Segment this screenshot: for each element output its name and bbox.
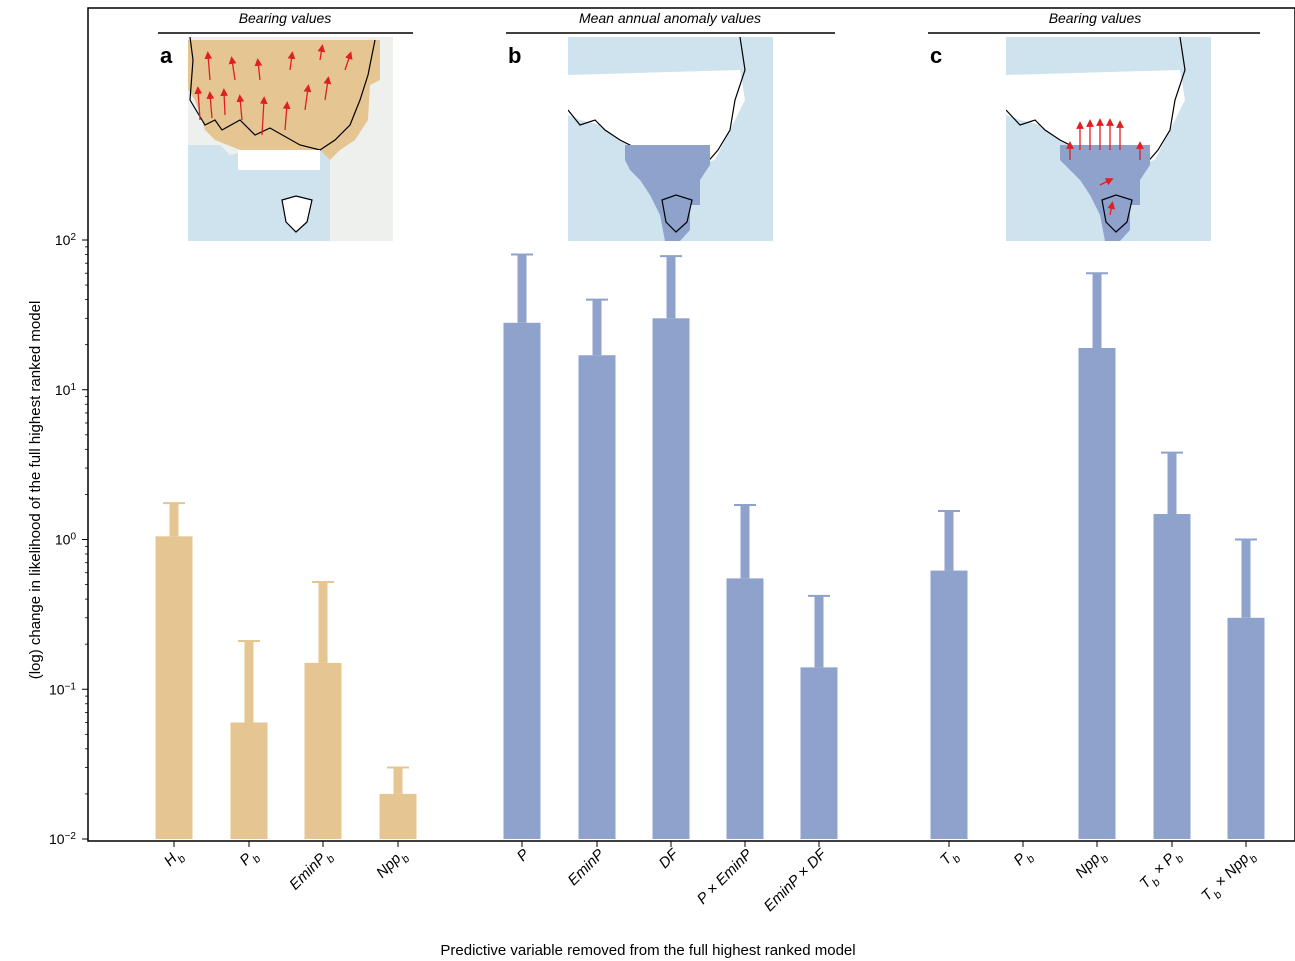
bar-b-1: [578, 355, 616, 839]
x-tick-label-a-3: Nppb: [373, 846, 412, 885]
x-tick-label-c-0: Tb: [937, 846, 963, 872]
inset-map-a: [188, 37, 393, 241]
inset-map-c: [1006, 37, 1211, 241]
x-tick-label-c-1: Pb: [1010, 846, 1037, 873]
x-tick-label-a-1: Pb: [236, 846, 263, 873]
bar-a-3: [379, 793, 417, 839]
error-bar-a-2: [318, 582, 328, 663]
x-axis: Hb Pb EminPb Nppb P EminP DF P × EminP EminP × D…: [161, 841, 1260, 959]
bar-c-4: [1227, 617, 1265, 839]
panel-letter-c: c: [930, 43, 942, 68]
bar-b-3: [726, 578, 764, 839]
bar-c-2: [1078, 348, 1116, 839]
panel-titles: Bearing values a Mean annual anomaly value…: [158, 10, 1260, 68]
y-tick-label-3: 101: [55, 381, 77, 398]
error-bar-c-4: [1241, 539, 1251, 618]
error-bar-a-3: [393, 767, 403, 794]
panel-letter-a: a: [160, 43, 173, 68]
x-tick-label-b-0: P: [514, 846, 533, 865]
y-axis-title: (log) change in likelihood of the full h…: [27, 301, 44, 680]
x-tick-label-c-3: Tb × Pb: [1136, 846, 1186, 896]
bar-a-0: [155, 536, 193, 839]
y-tick-label-4: 102: [55, 232, 77, 249]
panel-title-b: Mean annual anomaly values: [579, 10, 761, 26]
x-tick-label-a-2: EminPb: [286, 846, 337, 897]
x-axis-title: Predictive variable removed from the ful…: [440, 942, 855, 959]
x-tick-label-b-1: EminP: [565, 846, 608, 889]
bar-a-2: [304, 662, 342, 839]
panel-letter-b: b: [508, 43, 521, 68]
panel-title-c: Bearing values: [1049, 10, 1142, 26]
plot-frame: [87, 7, 1295, 842]
y-tick-label-1: 10−1: [49, 681, 76, 698]
error-bar-a-1: [244, 640, 254, 723]
x-tick-label-b-3: P × EminP: [694, 846, 756, 908]
x-tick-label-c-4: Tb × Nppb: [1198, 846, 1260, 908]
error-bar-c-0: [944, 510, 954, 571]
error-bar-b-4: [814, 595, 824, 668]
x-tick-label-b-4: EminP × DF: [761, 845, 831, 915]
error-bar-b-2: [666, 256, 676, 319]
bar-a-1: [230, 722, 268, 839]
error-bar-a-0: [169, 503, 179, 537]
error-bar-b-1: [592, 299, 602, 356]
bars-layer: [155, 253, 1265, 839]
y-tick-label-2: 100: [55, 531, 77, 548]
y-axis: 10−2 10−1 100 101 102 (log) change in likelih…: [27, 232, 88, 848]
bar-b-4: [800, 667, 838, 839]
inset-map-b: [568, 37, 773, 241]
x-tick-label-a-0: Hb: [161, 846, 189, 874]
bar-b-0: [503, 322, 541, 839]
bar-c-3: [1153, 514, 1191, 839]
error-bar-c-3: [1167, 452, 1177, 515]
panel-title-a: Bearing values: [239, 10, 332, 26]
x-tick-label-c-2: Nppb: [1072, 846, 1111, 885]
error-bar-b-0: [517, 254, 527, 323]
bar-c-0: [930, 570, 968, 839]
y-tick-label-0: 10−2: [49, 831, 76, 848]
error-bar-c-2: [1092, 273, 1102, 349]
error-bar-b-3: [740, 504, 750, 579]
bar-b-2: [652, 318, 690, 839]
x-tick-label-b-2: DF: [656, 845, 683, 872]
